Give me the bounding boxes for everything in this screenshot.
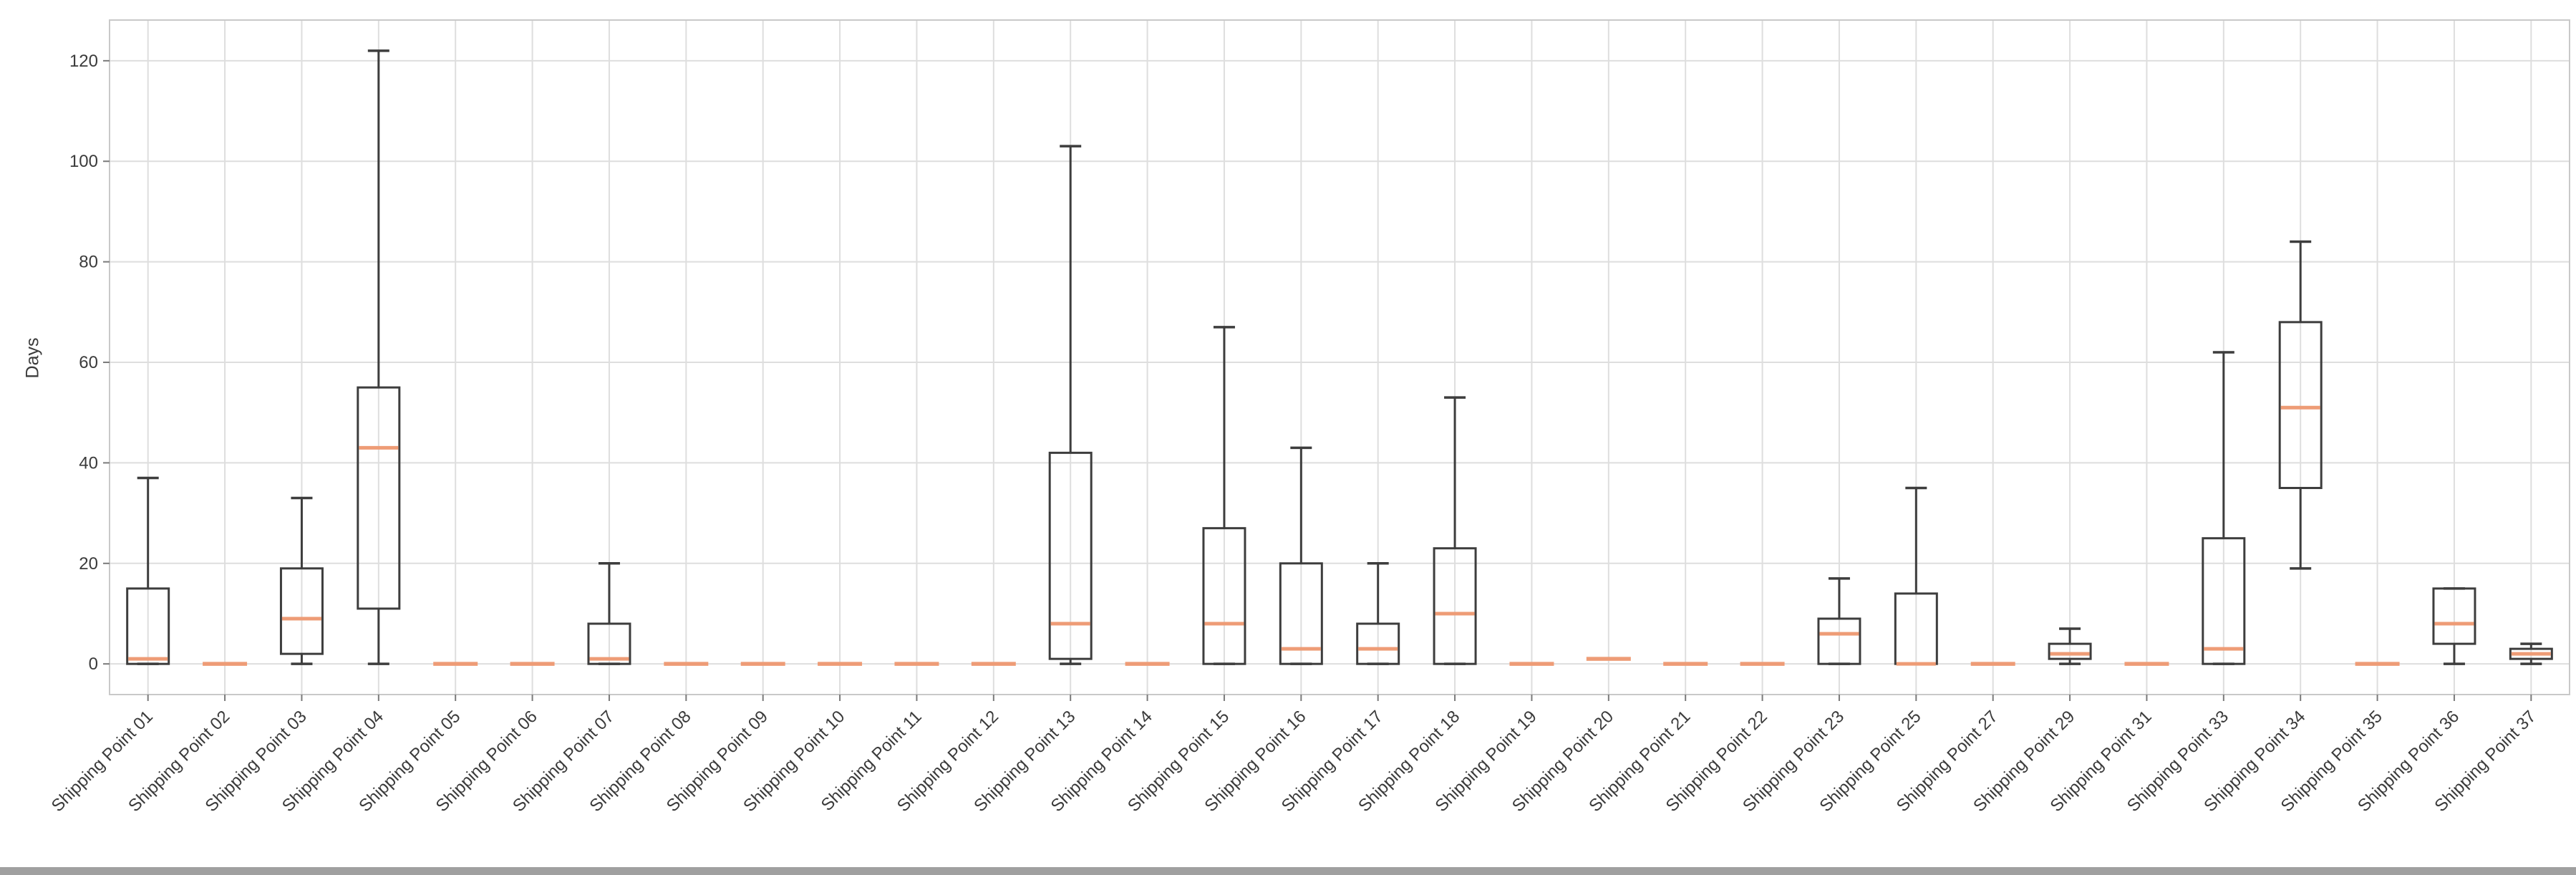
box-shipping-point-13 bbox=[1048, 145, 1093, 665]
iqr-box bbox=[2509, 647, 2553, 660]
y-tick-label: 100 bbox=[69, 152, 98, 171]
axes bbox=[103, 19, 2570, 701]
iqr-box bbox=[1356, 622, 1400, 665]
gridlines bbox=[110, 20, 2570, 695]
iqr-box bbox=[1048, 451, 1093, 660]
iqr-box bbox=[1817, 617, 1861, 665]
box-shipping-point-03 bbox=[279, 496, 324, 665]
box-shipping-point-23 bbox=[1817, 577, 1861, 665]
y-axis-title: Days bbox=[22, 337, 43, 379]
y-tick-label: 120 bbox=[69, 52, 98, 71]
iqr-box bbox=[1279, 562, 1323, 665]
box-shipping-point-15 bbox=[1202, 326, 1246, 665]
iqr-box bbox=[2278, 321, 2323, 490]
window-bottom-edge-bar bbox=[0, 867, 2576, 875]
box-shipping-point-36 bbox=[2432, 587, 2476, 665]
iqr-box bbox=[587, 622, 631, 665]
iqr-box bbox=[1433, 547, 1477, 665]
box-shipping-point-37 bbox=[2509, 642, 2553, 665]
iqr-box bbox=[357, 386, 401, 610]
y-tick-label: 60 bbox=[79, 353, 98, 372]
y-tick-label: 0 bbox=[89, 654, 98, 674]
y-tick-label: 40 bbox=[79, 453, 98, 473]
box-shipping-point-29 bbox=[2048, 627, 2092, 665]
iqr-box bbox=[2048, 642, 2092, 660]
iqr-box bbox=[1202, 527, 1246, 665]
box-shipping-point-04 bbox=[357, 49, 401, 665]
box-shipping-point-17 bbox=[1356, 562, 1400, 665]
box-shipping-point-33 bbox=[2202, 351, 2246, 665]
box-shipping-point-01 bbox=[126, 476, 170, 665]
box-shipping-point-16 bbox=[1279, 446, 1323, 665]
plot-border bbox=[109, 19, 2570, 695]
iqr-box bbox=[2432, 587, 2476, 645]
y-tick-label: 80 bbox=[79, 253, 98, 272]
y-tick-labels: 0 20 40 60 80 100 120 bbox=[69, 52, 98, 674]
iqr-box bbox=[279, 567, 324, 655]
iqr-box bbox=[2202, 537, 2246, 665]
iqr-box bbox=[126, 587, 170, 665]
box-shipping-point-25 bbox=[1894, 486, 1938, 666]
box-shipping-point-34 bbox=[2278, 240, 2323, 570]
box-shipping-point-18 bbox=[1433, 396, 1477, 665]
box-shipping-point-07 bbox=[587, 562, 631, 665]
y-tick-label: 20 bbox=[79, 554, 98, 574]
